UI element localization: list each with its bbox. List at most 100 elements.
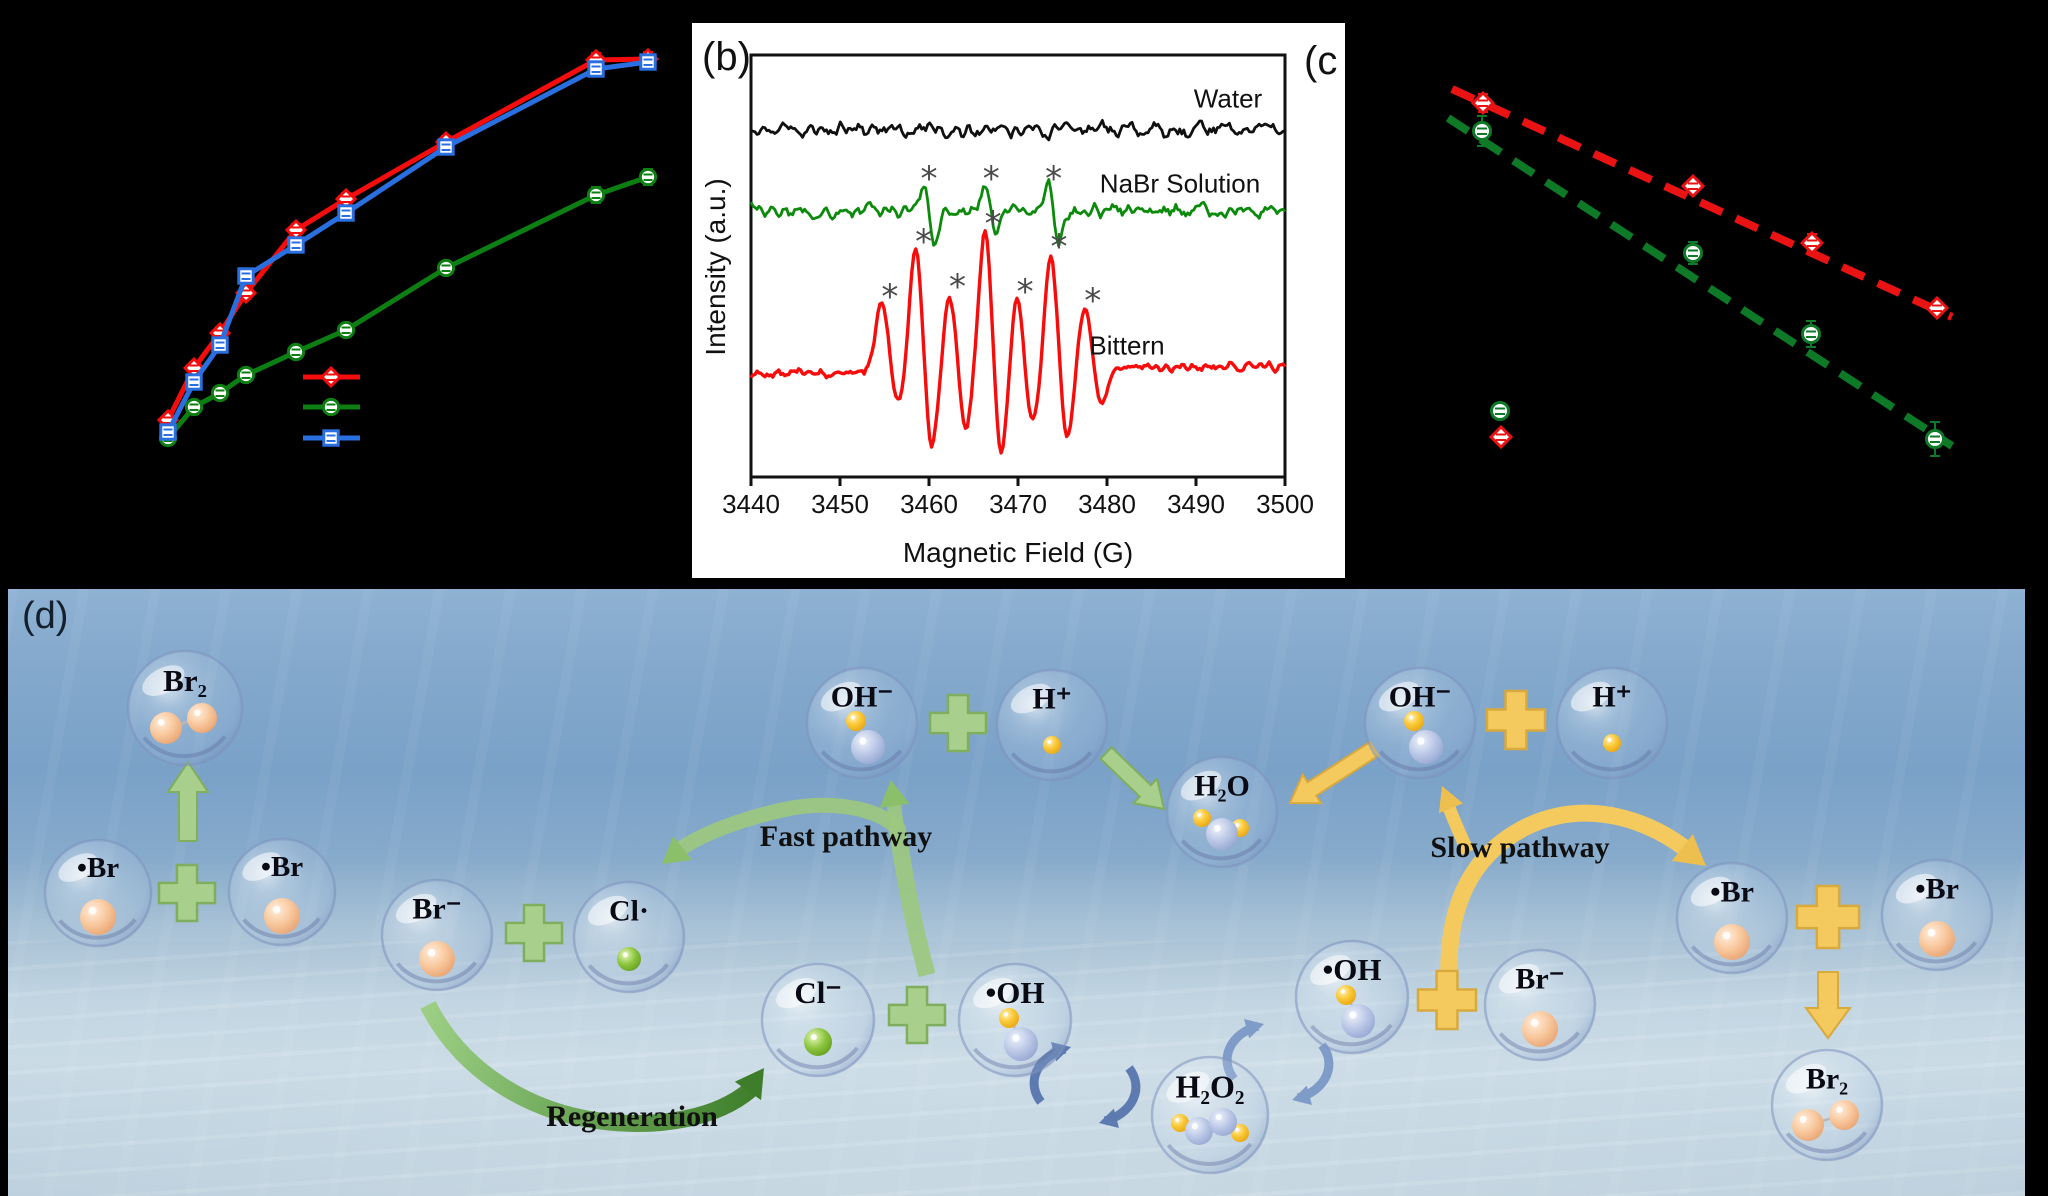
bubble-bottom-rim: [820, 749, 903, 772]
bubble-br-rad-r2: •Br: [1880, 858, 1994, 972]
epr-plot-canvas: 3440 3450 3460 3470 3480 3490 3500 * * * * * * * * * *: [722, 53, 1314, 519]
plus-sign-green: [887, 985, 947, 1045]
bubble-cl-ion: Cl⁻: [760, 962, 876, 1078]
bubble-highlight: [1180, 770, 1222, 801]
peak-asterisk: *: [1050, 227, 1067, 267]
data-point-circle: [184, 397, 204, 417]
bubble-bottom-rim: [1010, 751, 1093, 774]
ball-shine: [427, 948, 436, 957]
bubble-bottom-rim: [1690, 944, 1773, 967]
bubble-highlight: [242, 852, 282, 881]
molecule-ball: [1919, 921, 1955, 957]
regeneration-label: Regeneration: [546, 1100, 718, 1133]
peak-asterisk: *: [921, 159, 938, 199]
molecule-ball: [1209, 1108, 1237, 1136]
bubble-br-rad-l2: •Br: [227, 837, 337, 947]
arrow-h-to-h2o: [1099, 745, 1166, 811]
ball-shine: [859, 737, 867, 745]
bubble-bottom-rim: [1378, 749, 1461, 772]
ball-shine: [272, 905, 281, 914]
ball-shine: [1235, 1127, 1240, 1132]
bubble-br-ion-r: Br⁻: [1483, 948, 1597, 1062]
data-point-square: [159, 423, 177, 441]
bubble-bottom-rim: [587, 963, 670, 986]
plus-sign-yellow: [1416, 969, 1478, 1031]
ball-shine: [1215, 1114, 1222, 1121]
epr-y-axis-title: Intensity (a.u.): [700, 178, 731, 356]
ball-shine: [157, 718, 165, 726]
epr-trace-bittern: [749, 229, 1287, 455]
trend-line-circle: [1445, 114, 1955, 450]
molecule-ball: [1714, 924, 1750, 960]
x-tick-label: 3480: [1078, 489, 1136, 519]
bubble-highlight: [1010, 683, 1052, 714]
data-point-circle: [586, 185, 606, 205]
arrow-ohion-to-h2o: [1288, 740, 1380, 805]
bubble-label: •Br: [1710, 876, 1754, 909]
bubble-bottom-rim: [1180, 838, 1263, 861]
molecule-ball: [1336, 985, 1356, 1005]
bubble-bottom-rim: [242, 917, 321, 939]
bubble-oh-rad-r: •OH: [1294, 939, 1410, 1055]
bubble-bottom-rim: [776, 1046, 859, 1070]
molecule-ball: [1792, 1109, 1824, 1141]
bubble-oh-ion-r: OH⁻: [1363, 666, 1477, 780]
bubble-label: H⁺: [1592, 681, 1631, 714]
ball-shine: [1349, 1011, 1357, 1019]
ball-shine: [1175, 1117, 1180, 1122]
ball-shine: [1408, 715, 1414, 720]
peak-asterisk: *: [1045, 159, 1062, 199]
peak-asterisk: *: [985, 204, 1002, 244]
molecule-ball: [851, 730, 885, 764]
molecule-ball: [1004, 1027, 1038, 1061]
bubble-h2o: H₂O: [1165, 755, 1279, 869]
bubble-label: Br⁻: [1515, 963, 1564, 996]
x-tick-label: 3490: [1167, 489, 1225, 519]
arrow-head-to-cl-radical: [662, 836, 692, 864]
data-point-square: [337, 204, 355, 222]
peak-asterisk: *: [1017, 272, 1034, 312]
trace-label-nabr: NaBr Solution: [1099, 168, 1261, 199]
ball-shine: [1235, 822, 1240, 827]
bubble-bottom-rim: [395, 961, 478, 984]
arrow-head: [1099, 1108, 1119, 1129]
data-point-square: [211, 336, 229, 354]
molecule-ball: [617, 947, 641, 971]
plus-sign-yellow: [1795, 884, 1861, 950]
bubble-label: H₂O: [1194, 770, 1250, 803]
bubble-highlight: [58, 853, 98, 882]
arrow-head-to-oh-ion-right: [1438, 786, 1464, 814]
bubble-label: •Br: [1915, 873, 1959, 906]
arrow-head: [1292, 1085, 1312, 1106]
ball-shine: [1012, 1034, 1020, 1042]
data-point-diamond: [1470, 90, 1496, 116]
x-tick-label: 3500: [1256, 489, 1314, 519]
bubble-label: Cl⁻: [794, 975, 841, 1010]
molecule-ball: [1043, 736, 1061, 754]
data-point-square: [237, 267, 255, 285]
molecule-ball: [1829, 1100, 1859, 1130]
data-point-circle: [236, 365, 256, 385]
bubble-h-ion-r: H⁺: [1555, 666, 1669, 780]
legend-marker-circle: [321, 397, 341, 417]
ball-shine: [88, 906, 97, 915]
arrow-regeneration-arc: [420, 1001, 764, 1132]
data-point-circle: [1801, 324, 1821, 344]
fast-pathway-label: Fast pathway: [759, 820, 933, 853]
bubble-bottom-rim: [1166, 1142, 1253, 1167]
peak-asterisk: *: [1084, 281, 1101, 321]
plus-sign-yellow: [1485, 689, 1547, 751]
panel-a-series: [156, 47, 660, 448]
arrow-slow-pathway-arc: [1438, 786, 1706, 989]
ball-shine: [1197, 812, 1202, 817]
plus-sign-green: [504, 903, 564, 963]
bubble-bottom-rim: [1570, 749, 1653, 772]
series-line-diamond: [165, 56, 649, 422]
molecule-ball: [1193, 809, 1211, 827]
bubble-label: •OH: [1322, 952, 1381, 987]
arrow-head-to-br-radical: [1671, 834, 1706, 866]
bubble-label: •Br: [77, 852, 119, 884]
bubble-bottom-rim: [973, 1046, 1056, 1070]
epr-x-axis-title: Magnetic Field (G): [902, 537, 1134, 568]
